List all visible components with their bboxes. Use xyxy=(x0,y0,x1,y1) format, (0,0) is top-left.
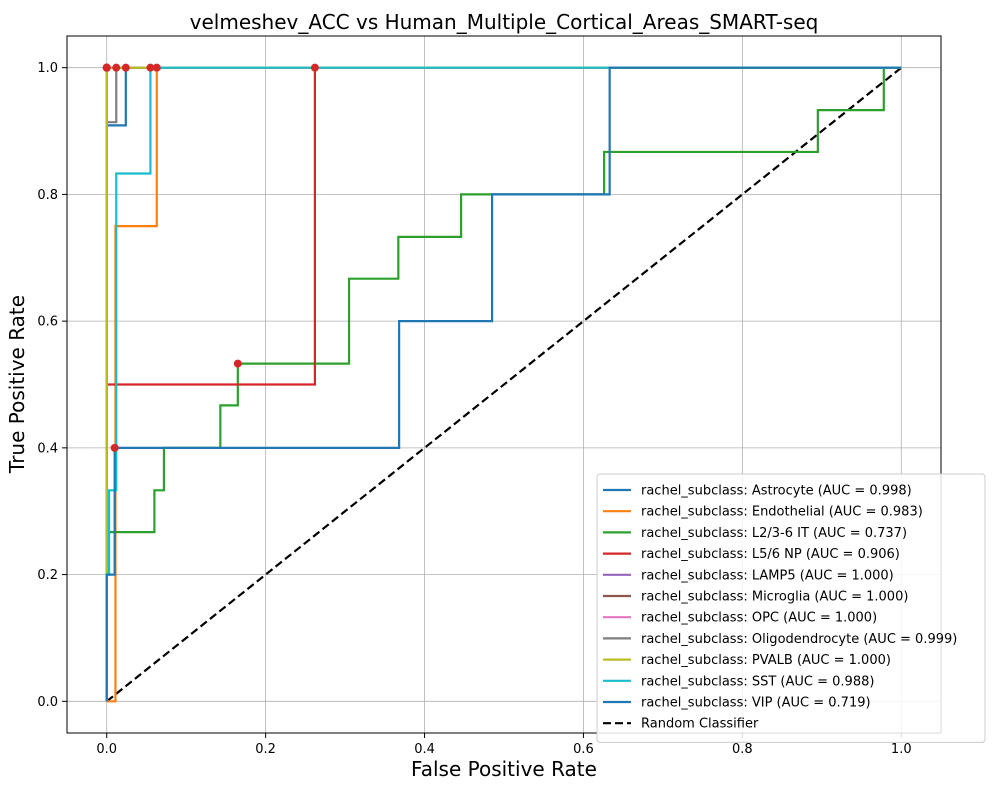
optimal-threshold-point xyxy=(112,63,121,72)
legend-label: Random Classifier xyxy=(641,717,759,732)
y-tick-label: 1.0 xyxy=(37,61,58,76)
y-tick-label: 0.6 xyxy=(37,315,58,330)
optimal-threshold-point xyxy=(152,63,161,72)
x-tick-label: 0.0 xyxy=(96,742,117,757)
chart-title: velmeshev_ACC vs Human_Multiple_Cortical… xyxy=(190,10,819,34)
optimal-threshold-point xyxy=(310,63,319,72)
roc-curve-series xyxy=(105,66,902,702)
y-axis-label: True Positive Rate xyxy=(5,295,29,474)
y-tick-label: 0.2 xyxy=(37,568,58,583)
x-tick-label: 1.0 xyxy=(891,742,912,757)
diagonal-layer xyxy=(106,66,902,703)
x-axis-label: False Positive Rate xyxy=(411,757,597,781)
legend-label: rachel_subclass: Endothelial (AUC = 0.98… xyxy=(641,505,923,520)
optimal-threshold-point xyxy=(146,63,155,72)
optimal-threshold-point xyxy=(102,63,111,72)
legend: rachel_subclass: Astrocyte (AUC = 0.998)… xyxy=(596,473,986,743)
optimal-points xyxy=(102,63,319,452)
legend-label: rachel_subclass: Astrocyte (AUC = 0.998) xyxy=(641,484,912,499)
y-tick-label: 0.8 xyxy=(37,188,58,203)
random-classifier-line xyxy=(106,66,902,703)
y-tick-label: 0.0 xyxy=(37,695,58,710)
plot-frame xyxy=(66,35,942,734)
y-tick-label: 0.4 xyxy=(37,441,58,456)
x-tick-label: 0.4 xyxy=(414,742,435,757)
legend-label: rachel_subclass: Oligodendrocyte (AUC = … xyxy=(641,632,957,647)
x-tick-label: 0.8 xyxy=(732,742,753,757)
legend-label: rachel_subclass: SST (AUC = 0.988) xyxy=(641,674,874,689)
roc-curve-series xyxy=(105,66,902,702)
legend-label: rachel_subclass: L2/3-6 IT (AUC = 0.737) xyxy=(641,526,907,541)
legend-label: rachel_subclass: PVALB (AUC = 1.000) xyxy=(641,653,891,668)
legend-label: rachel_subclass: OPC (AUC = 1.000) xyxy=(641,611,877,626)
y-axis: 0.0 0.2 0.4 0.6 0.8 1.0 xyxy=(37,61,67,710)
optimal-threshold-point xyxy=(233,359,242,368)
legend-label: rachel_subclass: Microglia (AUC = 1.000) xyxy=(641,590,908,605)
legend-label: rachel_subclass: L5/6 NP (AUC = 0.906) xyxy=(641,547,900,562)
legend-label: rachel_subclass: VIP (AUC = 0.719) xyxy=(641,696,871,711)
optimal-threshold-point xyxy=(110,443,119,452)
optimal-threshold-point xyxy=(121,63,130,72)
x-tick-label: 0.2 xyxy=(255,742,276,757)
x-axis: 0.0 0.2 0.4 0.6 0.8 1.0 xyxy=(96,733,912,757)
legend-label: rachel_subclass: LAMP5 (AUC = 1.000) xyxy=(641,568,894,583)
legend-box xyxy=(596,473,986,743)
x-tick-label: 0.6 xyxy=(573,742,594,757)
